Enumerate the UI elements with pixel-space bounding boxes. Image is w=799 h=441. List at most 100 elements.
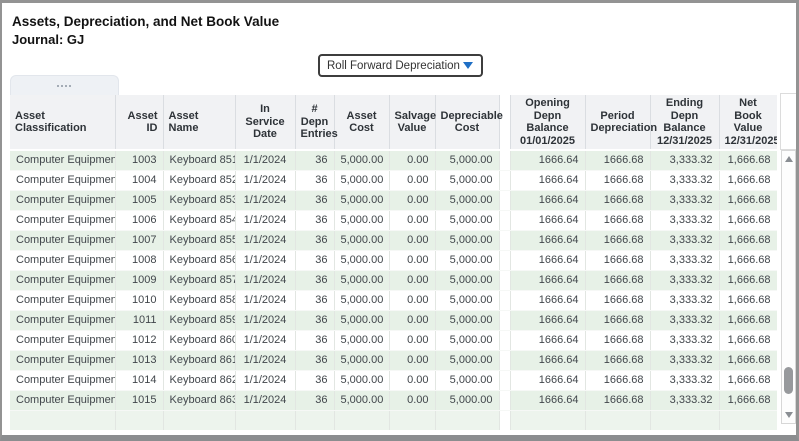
column-header[interactable]: Opening Depn Balance 01/01/2025 [510, 95, 586, 151]
column-header[interactable]: Salvage Value [389, 95, 436, 151]
cell: 5,000.00 [334, 230, 390, 251]
column-header[interactable]: Period Depreciation [585, 95, 657, 151]
cell: 3,333.32 [650, 250, 720, 271]
cell: 1666.68 [585, 190, 651, 211]
column-header[interactable]: Asset Classification [10, 95, 116, 151]
journal-subtitle: Journal: GJ [12, 32, 85, 47]
vertical-scrollbar[interactable] [781, 150, 796, 424]
cell: 5,000.00 [435, 210, 500, 231]
cell: 5,000.00 [435, 150, 500, 171]
cell: Keyboard 861 [163, 350, 236, 371]
cell: 1666.68 [585, 270, 651, 291]
cell: 1666.64 [510, 370, 586, 391]
cell: 0.00 [389, 350, 436, 371]
column-header[interactable]: Net Book Value 12/31/2025 [719, 95, 777, 151]
cell-spacer [499, 370, 511, 391]
column-header[interactable]: Asset Cost [334, 95, 390, 151]
cell: 5,000.00 [435, 190, 500, 211]
scroll-up-button[interactable] [782, 153, 795, 165]
cell: Keyboard 858 [163, 290, 236, 311]
cell: 1666.68 [585, 250, 651, 271]
cell: 5,000.00 [334, 310, 390, 331]
cell: 5,000.00 [435, 250, 500, 271]
cell: 1,666.68 [719, 190, 777, 211]
cell: 5,000.00 [334, 190, 390, 211]
cell: Keyboard 856 [163, 250, 236, 271]
cell: 5,000.00 [334, 210, 390, 231]
cell [235, 410, 296, 430]
cell: 36 [295, 230, 335, 251]
cell: 1004 [115, 170, 164, 191]
cell: 1,666.68 [719, 210, 777, 231]
cell: Computer Equipment [10, 350, 116, 371]
cell: 5,000.00 [435, 170, 500, 191]
cell: Keyboard 857 [163, 270, 236, 291]
cell: 5,000.00 [334, 350, 390, 371]
cell: 1,666.68 [719, 290, 777, 311]
cell: 1666.64 [510, 250, 586, 271]
cell: 3,333.32 [650, 150, 720, 171]
cell: 36 [295, 310, 335, 331]
cell: 3,333.32 [650, 170, 720, 191]
cell: 1,666.68 [719, 370, 777, 391]
column-header[interactable]: Ending Depn Balance 12/31/2025 [650, 95, 720, 151]
cell-spacer [499, 170, 511, 191]
cell [295, 410, 335, 430]
cell [650, 410, 720, 430]
cell: 1007 [115, 230, 164, 251]
cell: 0.00 [389, 270, 436, 291]
report-type-dropdown[interactable]: Roll Forward Depreciation [318, 54, 483, 77]
cell: 0.00 [389, 210, 436, 231]
cell: 36 [295, 330, 335, 351]
cell-spacer [499, 410, 511, 430]
cell: Computer Equipment [10, 250, 116, 271]
cell: 1666.68 [585, 330, 651, 351]
cell: 36 [295, 250, 335, 271]
scroll-up-icon [784, 156, 793, 162]
column-group-tab[interactable] [10, 75, 119, 95]
cell-spacer [499, 350, 511, 371]
cell: 1003 [115, 150, 164, 171]
cell: 5,000.00 [435, 390, 500, 411]
column-header[interactable]: Asset Name [163, 95, 236, 151]
cell: 1,666.68 [719, 230, 777, 251]
cell: 1/1/2024 [235, 370, 296, 391]
cell-spacer [499, 390, 511, 411]
scroll-down-icon [784, 412, 793, 418]
cell: 1666.64 [510, 170, 586, 191]
cell [435, 410, 500, 430]
cell: Keyboard 855 [163, 230, 236, 251]
cell [510, 410, 586, 430]
cell-spacer [499, 310, 511, 331]
cell: Computer Equipment [10, 370, 116, 391]
cell: Keyboard 851 [163, 150, 236, 171]
cell: 36 [295, 270, 335, 291]
cell: Keyboard 859 [163, 310, 236, 331]
cell: 1666.64 [510, 190, 586, 211]
cell: 5,000.00 [334, 270, 390, 291]
table-header-row: Asset Classification Asset ID Asset Name In… [10, 95, 777, 151]
table-row: Computer Equipment 1008 Keyboard 856 1/1/20… [10, 250, 777, 271]
cell: 3,333.32 [650, 350, 720, 371]
cell: 5,000.00 [334, 150, 390, 171]
cell: 3,333.32 [650, 210, 720, 231]
cell: 1666.68 [585, 210, 651, 231]
cell: 3,333.32 [650, 190, 720, 211]
cell: 1666.64 [510, 230, 586, 251]
column-header[interactable]: Depreciable Cost [435, 95, 503, 151]
column-header[interactable]: Asset ID [115, 95, 164, 151]
cell: 5,000.00 [435, 370, 500, 391]
cell: 5,000.00 [334, 330, 390, 351]
header-spacer [499, 95, 511, 151]
cell: 1011 [115, 310, 164, 331]
cell: Computer Equipment [10, 170, 116, 191]
cell: 5,000.00 [435, 270, 500, 291]
cell: Computer Equipment [10, 330, 116, 351]
scrollbar-thumb[interactable] [784, 367, 793, 394]
cell: 5,000.00 [435, 330, 500, 351]
scroll-down-button[interactable] [782, 409, 795, 421]
cell: 1666.64 [510, 390, 586, 411]
column-header[interactable]: In Service Date [235, 95, 296, 151]
assets-table-grid: Asset Classification Asset ID Asset Name In… [10, 95, 777, 430]
column-header[interactable]: # Depn Entries [295, 95, 338, 151]
